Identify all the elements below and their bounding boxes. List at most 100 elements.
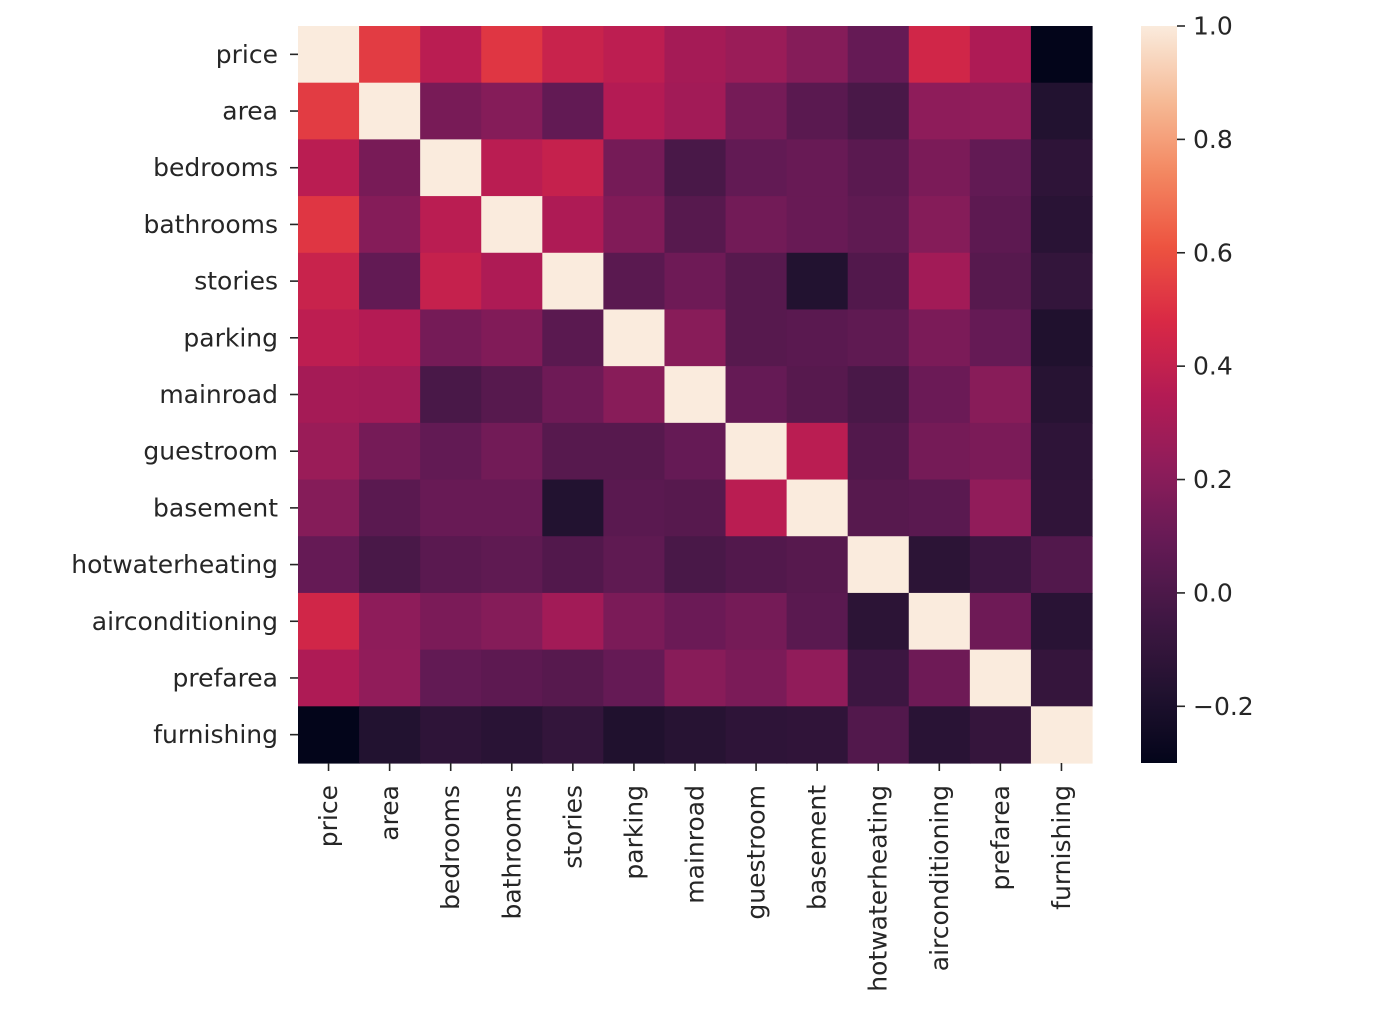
heatmap-cell-price-guestroom — [725, 26, 788, 84]
heatmap-cell-guestroom-hotwaterheating — [847, 422, 910, 481]
colorbar-tick-label: 0.0 — [1193, 578, 1233, 607]
heatmap-cells — [298, 26, 1093, 764]
heatmap-cell-parking-prefarea — [969, 309, 1032, 367]
heatmap-cell-prefarea-guestroom — [725, 649, 788, 707]
heatmap-cell-bedrooms-airconditioning — [908, 139, 971, 197]
x-axis: price area bedrooms bathrooms stories parking… — [314, 763, 1076, 992]
heatmap-cell-area-basement — [786, 82, 849, 140]
heatmap-cell-parking-basement — [786, 309, 849, 367]
y-tick-label: hotwaterheating — [71, 550, 278, 579]
heatmap-cell-guestroom-bedrooms — [420, 422, 482, 481]
heatmap-cell-area-price — [298, 82, 360, 140]
heatmap-cell-stories-furnishing — [1030, 252, 1093, 311]
heatmap-cell-hotwaterheating-basement — [786, 536, 849, 594]
heatmap-cell-bathrooms-mainroad — [664, 196, 727, 254]
heatmap-cell-prefarea-mainroad — [664, 649, 727, 707]
heatmap-cell-price-basement — [786, 26, 849, 84]
heatmap-cell-mainroad-furnishing — [1030, 366, 1093, 424]
heatmap-cell-hotwaterheating-area — [359, 536, 421, 594]
heatmap-cell-prefarea-area — [359, 649, 421, 707]
heatmap-cell-guestroom-basement — [786, 422, 849, 481]
heatmap-cell-guestroom-prefarea — [969, 422, 1032, 481]
heatmap-cell-mainroad-mainroad — [664, 366, 727, 424]
heatmap-cell-furnishing-mainroad — [664, 706, 727, 764]
heatmap-cell-area-bedrooms — [420, 82, 482, 140]
heatmap-cell-parking-bedrooms — [420, 309, 482, 367]
heatmap-cell-mainroad-prefarea — [969, 366, 1032, 424]
colorbar-gradient — [1141, 26, 1177, 763]
heatmap-cell-bedrooms-basement — [786, 139, 849, 197]
heatmap-cell-stories-stories — [542, 252, 604, 311]
heatmap-cell-area-stories — [542, 82, 604, 140]
heatmap-cell-area-airconditioning — [908, 82, 971, 140]
heatmap-cell-furnishing-basement — [786, 706, 849, 764]
heatmap-cell-airconditioning-hotwaterheating — [847, 592, 910, 651]
heatmap-cell-bathrooms-guestroom — [725, 196, 788, 254]
heatmap-cell-guestroom-mainroad — [664, 422, 727, 481]
heatmap-cell-stories-bathrooms — [481, 252, 543, 311]
heatmap-cell-hotwaterheating-price — [298, 536, 360, 594]
heatmap-cell-prefarea-hotwaterheating — [847, 649, 910, 707]
heatmap-cell-basement-mainroad — [664, 479, 727, 537]
heatmap-cell-mainroad-stories — [542, 366, 604, 424]
y-axis: price area bedrooms bathrooms stories parking… — [71, 40, 298, 749]
y-tick-label: furnishing — [153, 720, 278, 749]
heatmap-cell-airconditioning-guestroom — [725, 592, 788, 651]
heatmap-cell-bedrooms-guestroom — [725, 139, 788, 197]
heatmap-cell-furnishing-prefarea — [969, 706, 1032, 764]
heatmap-cell-guestroom-guestroom — [725, 422, 788, 481]
heatmap-cell-airconditioning-furnishing — [1030, 592, 1093, 651]
heatmap-cell-prefarea-airconditioning — [908, 649, 971, 707]
y-tick-label: basement — [153, 493, 278, 522]
heatmap-cell-bathrooms-hotwaterheating — [847, 196, 910, 254]
heatmap-cell-basement-guestroom — [725, 479, 788, 537]
heatmap-cell-area-hotwaterheating — [847, 82, 910, 140]
heatmap-cell-bathrooms-prefarea — [969, 196, 1032, 254]
y-tick-label: mainroad — [159, 380, 278, 409]
heatmap-cell-hotwaterheating-guestroom — [725, 536, 788, 594]
y-tick-label: bathrooms — [143, 210, 278, 239]
heatmap-cell-parking-furnishing — [1030, 309, 1093, 367]
heatmap-cell-mainroad-hotwaterheating — [847, 366, 910, 424]
heatmap-cell-hotwaterheating-prefarea — [969, 536, 1032, 594]
colorbar: −0.2 0.0 0.2 0.4 0.6 0.8 1.0 — [1141, 12, 1254, 763]
y-tick-label: parking — [183, 323, 278, 352]
heatmap-cell-hotwaterheating-stories — [542, 536, 604, 594]
x-tick-label: basement — [803, 785, 832, 910]
heatmap-cell-hotwaterheating-airconditioning — [908, 536, 971, 594]
heatmap-cell-prefarea-basement — [786, 649, 849, 707]
x-tick-label: guestroom — [742, 785, 771, 920]
heatmap-cell-bathrooms-area — [359, 196, 421, 254]
heatmap-cell-stories-prefarea — [969, 252, 1032, 311]
colorbar-tick-label: 0.4 — [1193, 352, 1233, 381]
heatmap-cell-price-stories — [542, 26, 604, 84]
heatmap-cell-basement-bedrooms — [420, 479, 482, 537]
heatmap-cell-airconditioning-mainroad — [664, 592, 727, 651]
y-tick-label: airconditioning — [92, 607, 278, 636]
heatmap-cell-furnishing-bedrooms — [420, 706, 482, 764]
heatmap-cell-bathrooms-price — [298, 196, 360, 254]
heatmap-cell-parking-mainroad — [664, 309, 727, 367]
colorbar-tick-label: 0.2 — [1193, 465, 1233, 494]
heatmap-cell-mainroad-area — [359, 366, 421, 424]
heatmap-cell-basement-hotwaterheating — [847, 479, 910, 537]
heatmap-cell-parking-parking — [603, 309, 666, 367]
heatmap-cell-airconditioning-price — [298, 592, 360, 651]
heatmap-cell-basement-parking — [603, 479, 666, 537]
heatmap-cell-price-furnishing — [1030, 26, 1093, 84]
heatmap-cell-hotwaterheating-hotwaterheating — [847, 536, 910, 594]
heatmap-cell-airconditioning-bedrooms — [420, 592, 482, 651]
heatmap-cell-bedrooms-furnishing — [1030, 139, 1093, 197]
heatmap-cell-guestroom-parking — [603, 422, 666, 481]
heatmap-cell-guestroom-furnishing — [1030, 422, 1093, 481]
heatmap-cell-prefarea-parking — [603, 649, 666, 707]
heatmap-cell-bathrooms-bedrooms — [420, 196, 482, 254]
heatmap-cell-guestroom-area — [359, 422, 421, 481]
heatmap-cell-guestroom-airconditioning — [908, 422, 971, 481]
heatmap-cell-stories-basement — [786, 252, 849, 311]
heatmap-cell-stories-guestroom — [725, 252, 788, 311]
heatmap-cell-hotwaterheating-mainroad — [664, 536, 727, 594]
heatmap-cell-basement-basement — [786, 479, 849, 537]
heatmap-cell-guestroom-bathrooms — [481, 422, 543, 481]
y-tick-label: price — [216, 40, 278, 69]
